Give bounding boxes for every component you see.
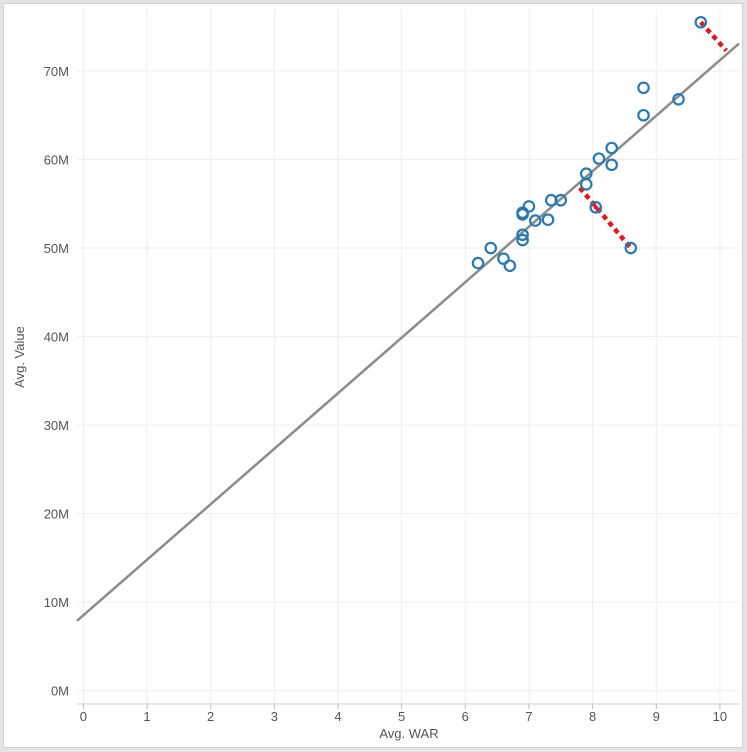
data-point[interactable] (541, 213, 555, 227)
y-tick-label: 10M (44, 595, 69, 610)
data-points (471, 15, 708, 273)
highlighted-point-marker (593, 205, 598, 210)
data-point[interactable] (605, 141, 618, 155)
y-tick-label: 20M (44, 507, 69, 522)
x-tick-label: 4 (334, 709, 341, 724)
y-axis-title: Avg. Value (12, 326, 27, 388)
data-point[interactable] (554, 193, 568, 207)
data-point[interactable] (694, 15, 708, 29)
data-point[interactable] (516, 228, 529, 242)
x-tick-label: 8 (589, 709, 596, 724)
data-point[interactable] (605, 158, 618, 172)
x-axis-title: Avg. WAR (379, 726, 438, 741)
data-point[interactable] (637, 108, 650, 122)
residual-line (699, 20, 728, 53)
y-tick-label: 60M (44, 153, 69, 168)
residual-lines (578, 20, 728, 250)
x-tick-labels: 0 1 2 3 4 5 6 7 8 9 10 (80, 709, 727, 724)
y-tick-label: 70M (44, 64, 69, 79)
x-tick-label: 2 (207, 709, 214, 724)
y-tick-labels: 0M 10M 20M 30M 40M 50M 60M 70M (44, 64, 69, 699)
data-point[interactable] (579, 177, 593, 191)
x-tick-label: 10 (713, 709, 727, 724)
residual-line (578, 186, 633, 250)
y-tick-label: 50M (44, 241, 69, 256)
scatter-chart: 0M 10M 20M 30M 40M 50M 60M 70M 0 1 2 3 4 5 6 7 8 9 10 Avg… (12, 9, 740, 741)
data-point[interactable] (589, 201, 603, 214)
grid-lines (77, 9, 739, 709)
data-point[interactable] (484, 241, 498, 255)
data-point[interactable] (529, 214, 542, 227)
chart-frame: 0M 10M 20M 30M 40M 50M 60M 70M 0 1 2 3 4 5 6 7 8 9 10 Avg… (3, 3, 743, 748)
data-point[interactable] (497, 252, 510, 265)
x-tick-label: 1 (143, 709, 150, 724)
trend-line (76, 42, 740, 622)
data-point[interactable] (516, 233, 529, 247)
x-tick-label: 0 (80, 709, 87, 724)
data-point[interactable] (624, 241, 638, 255)
y-tick-label: 0M (51, 684, 69, 699)
x-tick-label: 3 (271, 709, 278, 724)
data-point[interactable] (579, 167, 593, 180)
x-tick-label: 5 (398, 709, 405, 724)
data-point[interactable] (516, 206, 529, 219)
x-tick-label: 7 (525, 709, 532, 724)
data-point[interactable] (503, 259, 517, 273)
data-point[interactable] (471, 256, 485, 270)
x-tick-label: 6 (462, 709, 469, 724)
data-point[interactable] (672, 93, 685, 106)
data-point[interactable] (592, 152, 606, 165)
y-tick-label: 40M (44, 330, 69, 345)
data-point[interactable] (637, 81, 650, 95)
y-tick-label: 30M (44, 418, 69, 433)
data-point[interactable] (522, 200, 536, 213)
x-tick-label: 9 (653, 709, 660, 724)
